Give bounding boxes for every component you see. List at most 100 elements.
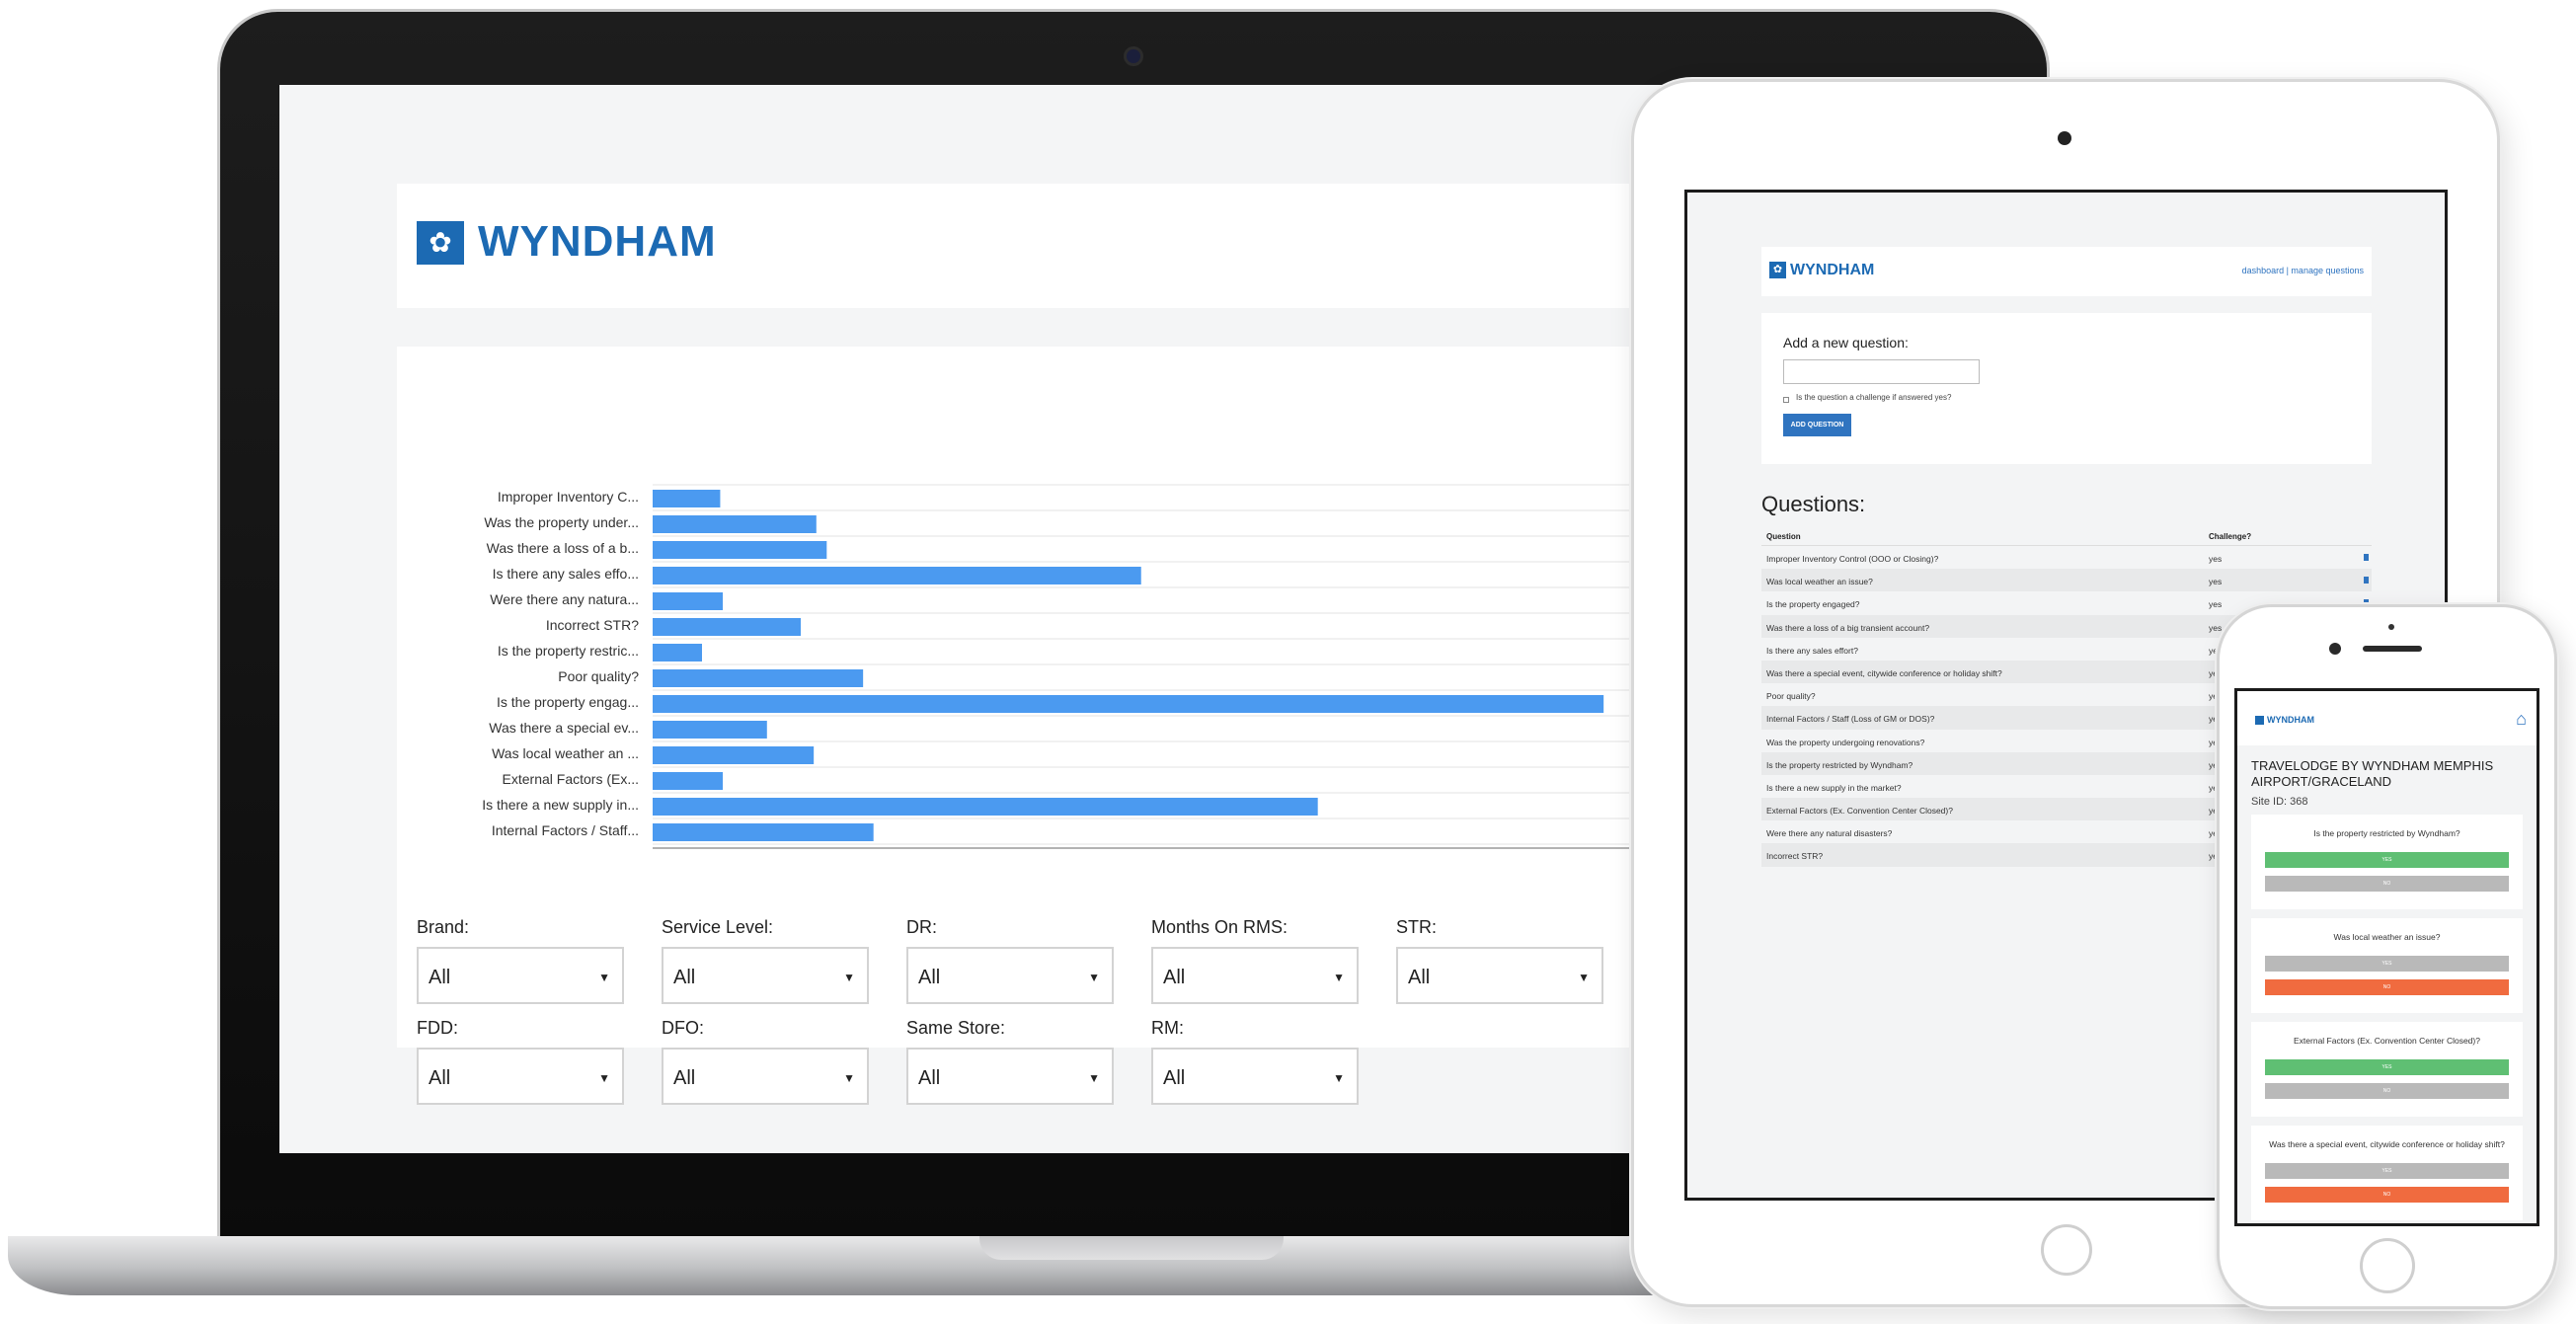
no-button[interactable]: NO <box>2265 876 2509 892</box>
no-button[interactable]: NO <box>2265 1083 2509 1099</box>
caret-down-icon: ▼ <box>1333 1071 1345 1085</box>
yes-button[interactable]: YES <box>2265 956 2509 972</box>
filter-select[interactable]: All ▼ <box>906 947 1114 1004</box>
question-cell: Was there a loss of a big transient acco… <box>1766 622 1930 633</box>
bar[interactable] <box>653 721 767 739</box>
challenge-cell: yes <box>2209 828 2223 839</box>
challenge-cell: yes <box>2209 851 2223 862</box>
question-cell: Is there a new supply in the market? <box>1766 782 1902 793</box>
table-row: Is the property engaged? yes <box>1761 591 2372 614</box>
caret-down-icon: ▼ <box>1088 971 1100 984</box>
category-label: Was the property under... <box>484 514 639 530</box>
challenge-cell: yes <box>2209 759 2223 770</box>
caret-down-icon: ▼ <box>1578 971 1590 984</box>
wyndham-logo-icon <box>2255 716 2264 725</box>
filter-label: FDD: <box>417 1018 458 1038</box>
filter-dr: DR: All ▼ <box>906 917 1114 1004</box>
column-header-question: Question <box>1766 532 1801 541</box>
bar[interactable] <box>653 490 721 507</box>
filter-dfo: DFO: All ▼ <box>662 1018 869 1105</box>
tablet-nav-links[interactable]: dashboard | manage questions <box>2241 266 2364 275</box>
challenge-cell: yes <box>2209 691 2223 702</box>
yes-button[interactable]: YES <box>2265 1163 2509 1179</box>
add-question-button[interactable]: ADD QUESTION <box>1783 414 1851 436</box>
phone-header: WYNDHAM ⌂ <box>2237 691 2537 745</box>
trash-icon[interactable] <box>2364 577 2369 584</box>
bar[interactable] <box>653 695 1604 713</box>
filter-select[interactable]: All ▼ <box>906 1048 1114 1105</box>
tablet-header: ✿ WYNDHAM dashboard | manage questions <box>1761 247 2372 296</box>
filter-select[interactable]: All ▼ <box>1396 947 1603 1004</box>
bar[interactable] <box>653 798 1318 816</box>
filter-service-level: Service Level: All ▼ <box>662 917 869 1004</box>
challenge-cell: yes <box>2209 645 2223 656</box>
filter-value: All <box>673 967 696 988</box>
card-question: Is the property restricted by Wyndham? <box>2313 828 2460 838</box>
question-card: Was local weather an issue? YES NO <box>2251 918 2523 1013</box>
filter-label: Brand: <box>417 917 470 937</box>
filter-select[interactable]: All ▼ <box>1151 947 1359 1004</box>
questions-title: Questions: <box>1761 492 1866 516</box>
bar[interactable] <box>653 541 827 559</box>
bar[interactable] <box>653 618 801 636</box>
category-label: Is there any sales effo... <box>493 566 639 582</box>
question-cell: Improper Inventory Control (OOO or Closi… <box>1766 554 1939 564</box>
filter-value: All <box>1163 1067 1186 1089</box>
filter-value: All <box>918 1067 941 1089</box>
x-tick-label: 270 <box>1343 857 1366 860</box>
trash-icon[interactable] <box>2364 599 2369 607</box>
filter-same-store: Same Store: All ▼ <box>906 1018 1114 1105</box>
yes-button[interactable]: YES <box>2265 1059 2509 1075</box>
brand-logo-text: WYNDHAM <box>2267 715 2314 725</box>
bar[interactable] <box>653 644 702 662</box>
bar[interactable] <box>653 515 817 533</box>
filter-brand: Brand: All ▼ <box>417 917 624 1004</box>
card-question: Was there a special event, citywide conf… <box>2269 1139 2505 1149</box>
category-label: Internal Factors / Staff... <box>492 822 639 838</box>
filter-select[interactable]: All ▼ <box>662 947 869 1004</box>
laptop-notch <box>979 1236 1284 1260</box>
category-label: Is the property restric... <box>498 643 639 659</box>
filter-select[interactable]: All ▼ <box>662 1048 869 1105</box>
category-label: Is the property engag... <box>497 694 639 710</box>
filter-select[interactable]: All ▼ <box>417 1048 624 1105</box>
trash-icon[interactable] <box>2364 554 2369 561</box>
phone-home-button[interactable] <box>2360 1238 2415 1293</box>
filter-select[interactable]: All ▼ <box>417 947 624 1004</box>
caret-down-icon: ▼ <box>598 971 610 984</box>
filter-label: Service Level: <box>662 917 774 937</box>
filter-rm: RM: All ▼ <box>1151 1018 1359 1105</box>
no-button[interactable]: NO <box>2265 1187 2509 1203</box>
challenge-checkbox-label: Is the question a challenge if answered … <box>1796 393 1952 402</box>
challenge-cell: yes <box>2209 622 2223 633</box>
bar[interactable] <box>653 669 864 687</box>
tablet-home-button[interactable] <box>2041 1224 2092 1276</box>
question-cell: Incorrect STR? <box>1766 851 1824 862</box>
bar[interactable] <box>653 772 724 790</box>
bar[interactable] <box>653 823 874 841</box>
challenge-checkbox[interactable] <box>1783 397 1789 403</box>
form-title: Add a new question: <box>1783 335 1909 350</box>
question-input[interactable] <box>1783 359 1980 384</box>
challenge-cell: yes <box>2209 714 2223 725</box>
bar[interactable] <box>653 746 815 764</box>
bar[interactable] <box>653 567 1141 584</box>
question-cell: Is there any sales effort? <box>1766 645 1858 656</box>
table-row: Was local weather an issue? yes <box>1761 569 2372 592</box>
caret-down-icon: ▼ <box>598 1071 610 1085</box>
x-tick-label: 0 <box>649 857 657 860</box>
question-cell: Were there any natural disasters? <box>1766 828 1893 839</box>
yes-button[interactable]: YES <box>2265 852 2509 868</box>
bar[interactable] <box>653 592 724 610</box>
filter-label: RM: <box>1151 1018 1184 1038</box>
no-button[interactable]: NO <box>2265 979 2509 995</box>
challenge-cell: yes <box>2209 806 2223 817</box>
category-label: Incorrect STR? <box>546 617 639 633</box>
question-card: Was there a special event, citywide conf… <box>2251 1126 2523 1220</box>
table-header: Question Challenge? <box>1761 528 2372 546</box>
home-icon[interactable]: ⌂ <box>2516 709 2527 729</box>
add-question-form: Add a new question: Is the question a ch… <box>1761 313 2372 464</box>
caret-down-icon: ▼ <box>843 1071 855 1085</box>
filter-select[interactable]: All ▼ <box>1151 1048 1359 1105</box>
question-cell: Was local weather an issue? <box>1766 577 1873 587</box>
